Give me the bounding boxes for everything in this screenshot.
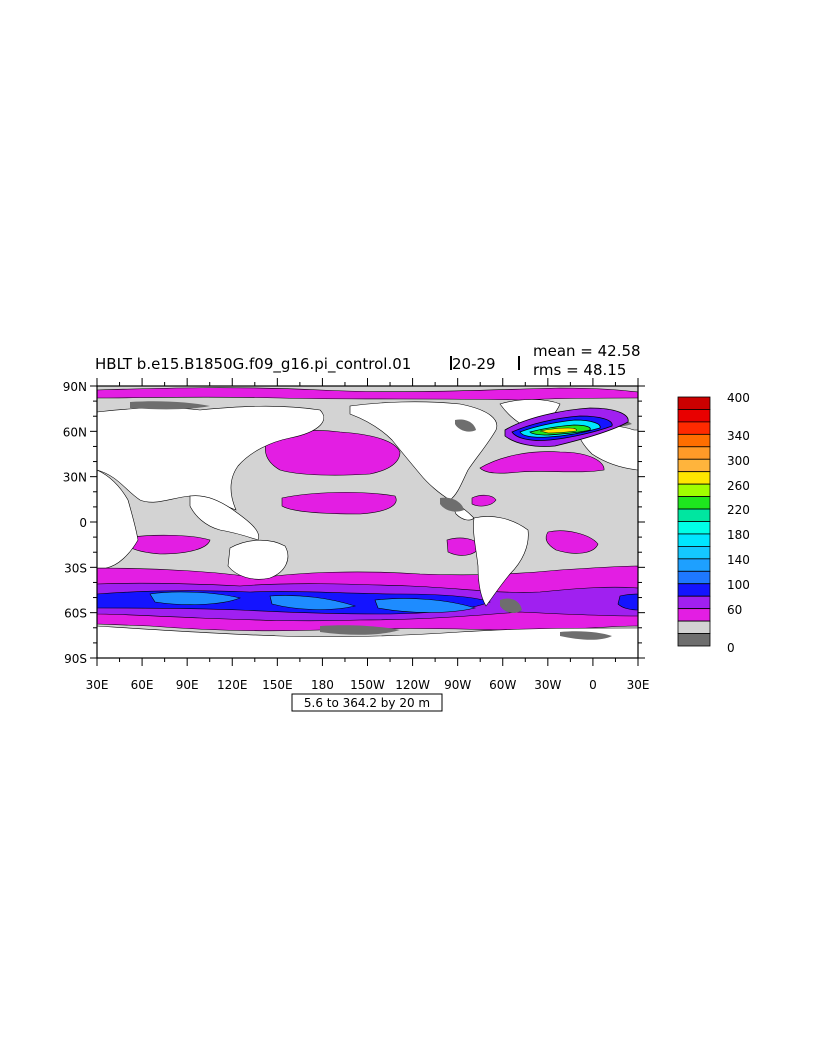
shallow-gulf-mexico — [440, 497, 464, 512]
shallow-antarctic-ross — [320, 625, 400, 635]
colorbar-label: 400 — [727, 391, 750, 405]
longitude-axis: 30E 60E 90E 120E 150E 180 150W 120W 90W 60W 30W 0 30… — [86, 378, 650, 692]
lon-tick-label: 30E — [627, 678, 650, 692]
colorbar-label: 300 — [727, 454, 750, 468]
years-bracket-right — [518, 356, 520, 370]
colorbar-bin — [677, 483, 711, 497]
colorbar-label: 340 — [727, 429, 750, 443]
magenta-central-pacific — [281, 492, 397, 515]
lon-tick-label: 60W — [489, 678, 516, 692]
lat-tick-label: 30N — [63, 471, 87, 485]
plot-years: 20-29 — [452, 355, 496, 373]
rms-label: rms = 48.15 — [533, 361, 626, 379]
world-map — [96, 385, 639, 659]
lon-tick-label: 30E — [86, 678, 109, 692]
colorbar-bin — [677, 409, 711, 423]
colorbar-bin — [677, 421, 711, 435]
colorbar-bin — [677, 633, 711, 647]
hotspot-yellow — [539, 427, 577, 434]
colorbar-bin — [677, 496, 711, 510]
lon-tick-label: 120E — [217, 678, 248, 692]
mid-blue-patch-central — [269, 595, 357, 610]
lon-tick-label: 90E — [176, 678, 199, 692]
land-masses — [96, 399, 639, 659]
lon-tick-label: 150E — [262, 678, 293, 692]
shallow-hudson — [455, 419, 476, 432]
latitude-axis: 90N 60N 30N 0 30S 60S 90S — [63, 380, 645, 666]
colorbar-bin — [677, 433, 711, 448]
colorbar-label: 220 — [727, 503, 750, 517]
colorbar-label: 180 — [727, 528, 750, 542]
land-south-america — [473, 516, 529, 607]
magenta-north-pacific — [265, 430, 401, 476]
colorbar-bin — [677, 533, 711, 547]
lon-tick-label: 30W — [534, 678, 561, 692]
lat-tick-label: 30S — [64, 561, 87, 575]
lon-tick-label: 180 — [311, 678, 334, 692]
labrador-sea-hotspot — [504, 407, 629, 447]
colorbar-bin — [677, 608, 711, 622]
colorbar-label: 140 — [727, 553, 750, 567]
shallow-patagonia — [500, 598, 522, 613]
colorbar-label: 0 — [727, 641, 735, 655]
shallow-siberian-shelf — [130, 401, 210, 410]
lon-tick-label: 60E — [131, 678, 154, 692]
land-africa — [96, 469, 139, 569]
years-bracket-left — [450, 356, 452, 370]
lat-tick-label: 90S — [64, 652, 87, 666]
shallow-weddell — [560, 631, 612, 640]
lat-tick-label: 60N — [63, 425, 87, 439]
colorbar-label: 260 — [727, 479, 750, 493]
land-antarctica — [96, 625, 639, 659]
colorbar-labels: 400 340 300 260 220 180 140 100 60 0 — [727, 391, 750, 655]
mid-blue-patch-east — [374, 598, 477, 613]
lat-tick-label: 60S — [64, 607, 87, 621]
colorbar-bin — [677, 595, 711, 610]
lon-tick-label: 150W — [350, 678, 385, 692]
colorbar-bin — [677, 471, 711, 485]
colorbar-bin — [677, 583, 711, 597]
colorbar-bin — [677, 546, 711, 560]
magenta-north-atlantic-sub — [471, 494, 497, 507]
colorbar-bin — [677, 521, 711, 535]
colorbar-bin — [677, 508, 711, 522]
magenta-south-atlantic — [545, 530, 599, 554]
colorbar-label: 60 — [727, 603, 742, 617]
land-australia — [227, 539, 289, 580]
lat-tick-label: 90N — [63, 380, 87, 394]
colorbar-bin — [677, 458, 711, 473]
lon-tick-label: 120W — [395, 678, 430, 692]
contour-info-box — [291, 693, 443, 712]
colorbar-label: 100 — [727, 578, 750, 592]
plot-title: HBLT b.e15.B1850G.f09_g16.pi_control.01 — [95, 355, 411, 374]
colorbar-bin — [677, 570, 711, 585]
colorbar-bin — [677, 558, 711, 572]
colorbar-bin — [677, 446, 711, 460]
contour-info-label: 5.6 to 364.2 by 20 m — [304, 696, 430, 710]
magenta-north-atlantic — [479, 451, 605, 474]
colorbar-bin — [677, 396, 711, 410]
lon-tick-label: 0 — [589, 678, 597, 692]
magenta-indian — [123, 534, 211, 555]
colorbar — [677, 396, 711, 647]
mid-blue-patch-west — [149, 591, 241, 605]
colorbar-bin — [677, 620, 711, 634]
lat-tick-label: 0 — [79, 516, 87, 530]
land-eurasia-africa-west — [96, 405, 325, 511]
mean-label: mean = 42.58 — [533, 342, 641, 360]
lon-tick-label: 90W — [444, 678, 471, 692]
